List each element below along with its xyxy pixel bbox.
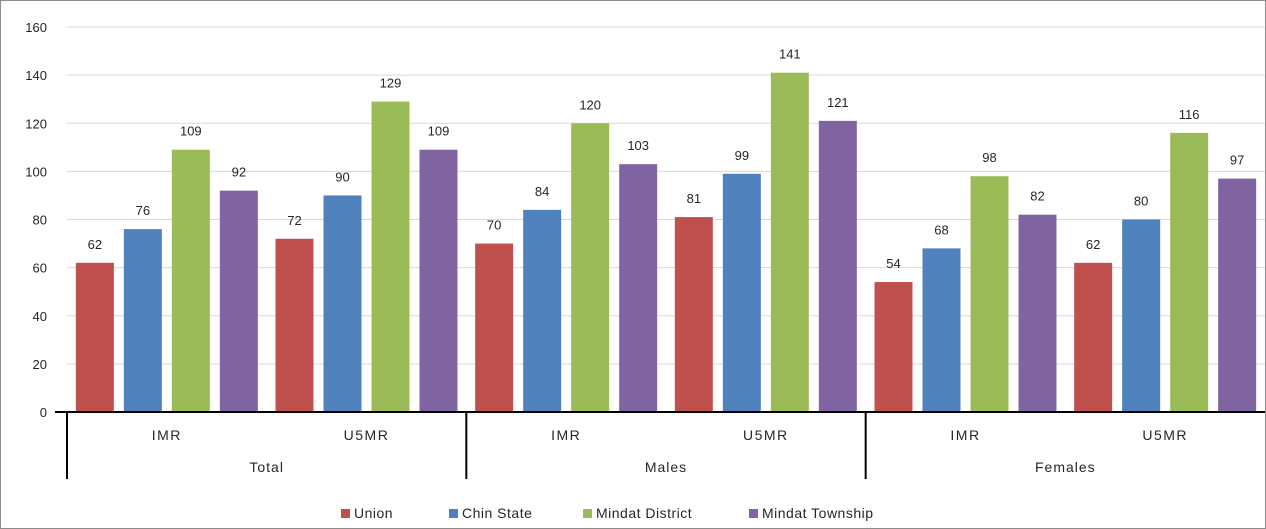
- bar: [1170, 132, 1209, 412]
- y-tick-label: 80: [33, 213, 47, 228]
- bar: [970, 176, 1009, 412]
- y-tick-label: 120: [25, 116, 47, 131]
- data-label: 72: [287, 213, 301, 228]
- legend: Union Chin State Mindat District Mindat Tow…: [341, 505, 874, 521]
- bar: [571, 123, 610, 412]
- bar: [674, 217, 713, 412]
- legend-label: Chin State: [462, 505, 532, 521]
- bar: [171, 149, 210, 412]
- bar: [419, 149, 458, 412]
- y-tick-label: 100: [25, 164, 47, 179]
- bar: [323, 195, 362, 412]
- bar: [475, 243, 514, 412]
- data-label: 90: [335, 169, 349, 184]
- data-label: 68: [934, 222, 948, 237]
- legend-swatch: [749, 509, 758, 518]
- y-tick-label: 140: [25, 68, 47, 83]
- data-label: 98: [982, 150, 996, 165]
- data-label: 62: [88, 237, 102, 252]
- data-label: 109: [428, 124, 450, 139]
- legend-swatch: [583, 509, 592, 518]
- bar: [275, 238, 314, 412]
- category-label: IMR: [152, 427, 182, 443]
- legend-swatch: [449, 509, 458, 518]
- legend-label: Mindat Township: [762, 505, 874, 521]
- data-label: 54: [886, 256, 900, 271]
- data-label: 92: [232, 165, 246, 180]
- data-label: 121: [827, 95, 849, 110]
- data-label: 62: [1086, 237, 1100, 252]
- group-label: Females: [1035, 459, 1096, 475]
- data-label: 82: [1030, 189, 1044, 204]
- bar: [922, 248, 961, 412]
- bar: [1018, 214, 1057, 412]
- data-label: 109: [180, 124, 202, 139]
- legend-label: Mindat District: [596, 505, 692, 521]
- data-label: 116: [1179, 107, 1200, 122]
- data-label: 97: [1230, 153, 1244, 168]
- data-label: 80: [1134, 194, 1148, 209]
- bar: [874, 282, 913, 412]
- group-label: Males: [645, 459, 687, 475]
- bar: [75, 262, 114, 412]
- gridlines: [67, 26, 1265, 365]
- data-label: 70: [487, 218, 501, 233]
- data-label: 84: [535, 184, 549, 199]
- data-label: 120: [579, 97, 601, 112]
- bar: [219, 190, 258, 412]
- category-label: U5MR: [1142, 427, 1188, 443]
- y-tick-label: 40: [33, 309, 47, 324]
- category-label: U5MR: [743, 427, 789, 443]
- bar: [371, 101, 410, 412]
- data-label: 141: [779, 47, 801, 62]
- data-label: 99: [735, 148, 749, 163]
- y-tick-label: 0: [40, 405, 47, 420]
- bar: [1122, 219, 1161, 412]
- data-labels: 62 76 109 92 72 90 129 109 70 84 120 103 81 99 141 121 5…: [88, 47, 1245, 271]
- data-label: 81: [687, 191, 701, 206]
- bars: [75, 72, 1257, 412]
- bar: [523, 209, 562, 412]
- category-label: IMR: [551, 427, 581, 443]
- bar: [818, 120, 857, 412]
- axes: 0 20 40 60 80 100 120 140 160 IMR U5MR Total IMR U5MR…: [25, 20, 1265, 479]
- legend-swatch: [341, 509, 350, 518]
- bar: [1218, 178, 1257, 412]
- data-label: 103: [627, 138, 649, 153]
- bar: [619, 164, 658, 412]
- y-tick-label: 60: [33, 261, 47, 276]
- data-label: 76: [136, 203, 150, 218]
- bar: [123, 229, 162, 412]
- group-label: Total: [249, 459, 284, 475]
- category-label: U5MR: [344, 427, 390, 443]
- y-tick-label: 20: [33, 357, 47, 372]
- category-label: IMR: [950, 427, 980, 443]
- y-tick-label: 160: [25, 20, 47, 35]
- data-label: 129: [380, 76, 402, 91]
- bar: [722, 173, 761, 412]
- legend-label: Union: [354, 505, 393, 521]
- bar: [1074, 262, 1113, 412]
- bar: [770, 72, 809, 412]
